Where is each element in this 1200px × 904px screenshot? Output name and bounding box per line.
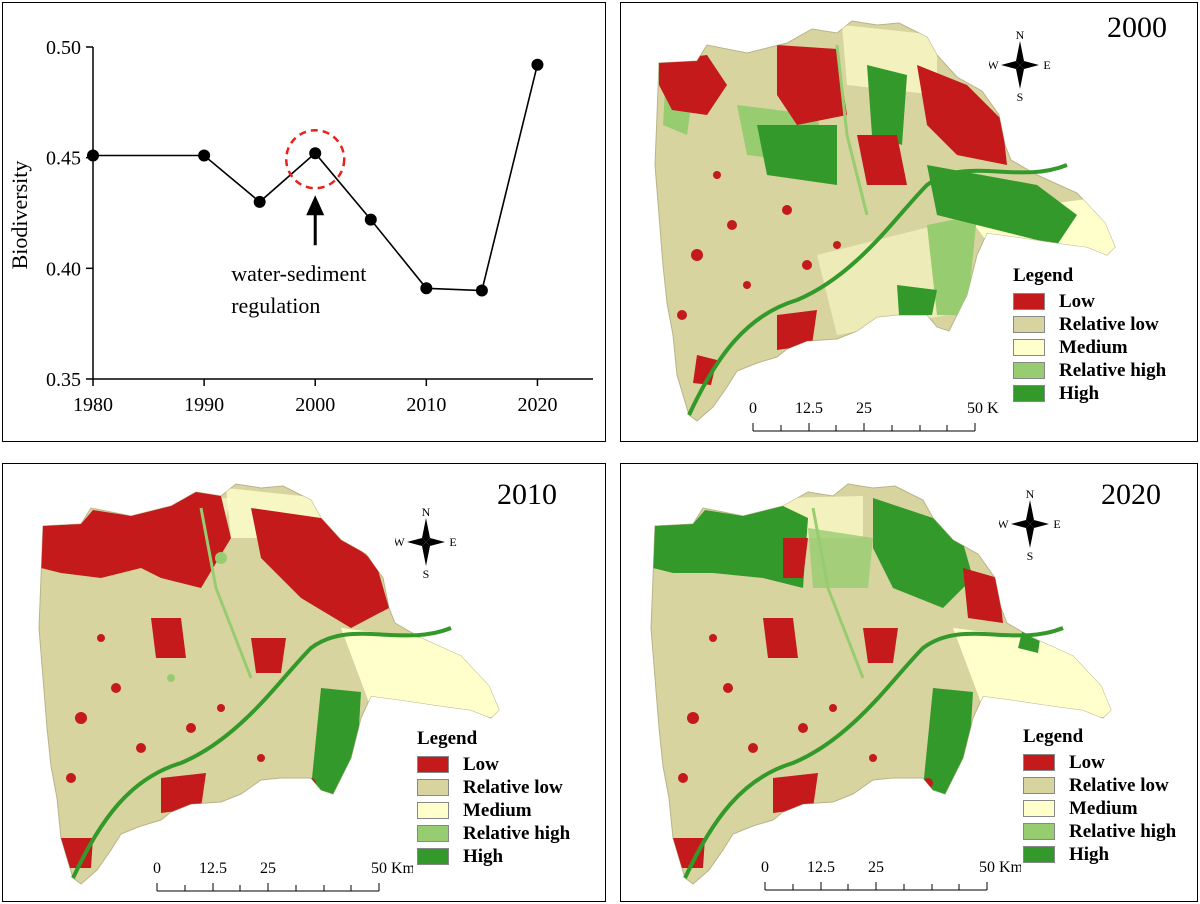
biodiversity-series-line xyxy=(93,64,539,292)
annotation-arrowhead xyxy=(306,195,325,216)
biodiversity-map-2020 xyxy=(650,483,1112,885)
legend-title: Legend xyxy=(1013,265,1074,286)
north-arrow-compass: N S W E xyxy=(997,486,1061,563)
data-point-2005 xyxy=(364,213,377,226)
biodiversity-map-2000 xyxy=(654,20,1116,422)
compass-icon: N S W E xyxy=(987,28,1050,104)
north-arrow-compass: N S W E xyxy=(987,27,1051,104)
svg-text:0: 0 xyxy=(749,400,757,417)
x-tick-label: 1980 xyxy=(73,394,113,416)
x-tick-label: 2020 xyxy=(517,394,557,416)
svg-text:12.5: 12.5 xyxy=(199,860,227,877)
svg-text:E: E xyxy=(1053,517,1060,531)
svg-text:E: E xyxy=(1043,58,1050,72)
legend-item-low: Low xyxy=(1023,751,1176,774)
biodiversity-chart-panel: Biodiversity 0.35 0.40 0.45 0.50 1980 1990 20… xyxy=(2,2,606,442)
svg-text:12.5: 12.5 xyxy=(795,400,823,417)
scale-bar: 0 12.5 25 50 Km xyxy=(761,859,1021,891)
map-panel-2020: 2020 N S W E Legend Low Relative low Med… xyxy=(620,463,1198,902)
legend-item-medium: Medium xyxy=(1023,797,1176,820)
legend-item-medium: Medium xyxy=(1013,336,1166,359)
svg-text:0: 0 xyxy=(761,859,769,876)
data-point-1995 xyxy=(253,195,266,208)
map-panel-2000: 2000 N S W E Legend Low Relative low Med… xyxy=(620,2,1198,442)
map-legend: Legend Low Relative low Medium Relative … xyxy=(1023,726,1176,866)
svg-text:S: S xyxy=(1017,90,1024,103)
data-point-2020 xyxy=(531,58,544,71)
y-tick-label: 0.35 xyxy=(46,369,81,391)
data-point-1980 xyxy=(87,149,99,162)
svg-text:25: 25 xyxy=(856,400,872,417)
y-axis-label: Biodiversity xyxy=(7,161,32,270)
svg-text:N: N xyxy=(422,505,431,519)
svg-text:S: S xyxy=(1027,549,1034,562)
svg-text:W: W xyxy=(999,517,1009,531)
data-point-1990 xyxy=(198,149,211,162)
legend-item-medium: Medium xyxy=(417,799,570,822)
legend-item-low: Low xyxy=(417,753,570,776)
svg-text:25: 25 xyxy=(260,860,276,877)
compass-icon: N S W E xyxy=(393,505,456,581)
legend-item-low: Low xyxy=(1013,290,1166,313)
svg-text:50 Km: 50 Km xyxy=(979,859,1021,876)
scale-bar: 0 12.5 25 50 Km xyxy=(153,860,413,892)
y-tick-label: 0.40 xyxy=(46,258,81,280)
data-point-2015 xyxy=(475,284,488,297)
legend-title: Legend xyxy=(1023,726,1084,747)
map-legend: Legend Low Relative low Medium Relative … xyxy=(1013,265,1166,405)
svg-text:E: E xyxy=(449,535,456,549)
scale-bar: 0 12.5 25 50 Km xyxy=(749,400,999,432)
map-2000-geometry xyxy=(654,20,1116,422)
x-ticks: 1980 1990 2000 2010 2020 xyxy=(73,379,557,416)
y-tick-label: 0.45 xyxy=(46,148,81,170)
biodiversity-map-2010 xyxy=(38,483,500,885)
legend-item-relative-low: Relative low xyxy=(417,776,570,799)
map-legend: Legend Low Relative low Medium Relative … xyxy=(417,728,570,868)
y-ticks: 0.35 0.40 0.45 0.50 xyxy=(46,37,93,391)
legend-title: Legend xyxy=(417,728,478,749)
legend-item-relative-high: Relative high xyxy=(417,822,570,845)
data-point-2010 xyxy=(420,282,433,295)
series-points xyxy=(87,58,544,297)
svg-text:N: N xyxy=(1016,28,1025,42)
legend-item-relative-low: Relative low xyxy=(1013,313,1166,336)
annotation-text-line1: water-sediment xyxy=(231,261,366,286)
x-tick-label: 1990 xyxy=(184,394,224,416)
map-panel-2010: 2010 N S W E Legend Low Relative low Med… xyxy=(2,463,606,902)
legend-item-high: High xyxy=(417,845,570,868)
map-year-2010: 2010 xyxy=(497,478,557,511)
svg-text:50 Km: 50 Km xyxy=(967,400,999,417)
svg-text:S: S xyxy=(423,567,430,580)
north-arrow-compass: N S W E xyxy=(393,504,457,581)
map-year-2020: 2020 xyxy=(1101,478,1161,511)
legend-item-high: High xyxy=(1023,843,1176,866)
svg-text:25: 25 xyxy=(868,859,884,876)
svg-text:N: N xyxy=(1026,487,1035,501)
legend-item-relative-low: Relative low xyxy=(1023,774,1176,797)
y-tick-label: 0.50 xyxy=(46,37,81,59)
svg-text:12.5: 12.5 xyxy=(807,859,835,876)
svg-text:W: W xyxy=(989,58,999,72)
svg-text:W: W xyxy=(395,535,405,549)
annotation-circle xyxy=(284,128,346,190)
svg-text:0: 0 xyxy=(153,860,161,877)
map-year-2000: 2000 xyxy=(1107,11,1167,44)
annotation-text-line2: regulation xyxy=(231,293,320,318)
x-tick-label: 2010 xyxy=(406,394,446,416)
x-tick-label: 2000 xyxy=(295,394,335,416)
legend-item-high: High xyxy=(1013,382,1166,405)
biodiversity-line-chart: Biodiversity 0.35 0.40 0.45 0.50 1980 1990 20… xyxy=(7,37,593,416)
legend-item-relative-high: Relative high xyxy=(1013,359,1166,382)
legend-item-relative-high: Relative high xyxy=(1023,820,1176,843)
data-point-2000 xyxy=(309,147,322,160)
svg-text:50 Km: 50 Km xyxy=(371,860,413,877)
compass-icon: N S W E xyxy=(997,487,1060,563)
